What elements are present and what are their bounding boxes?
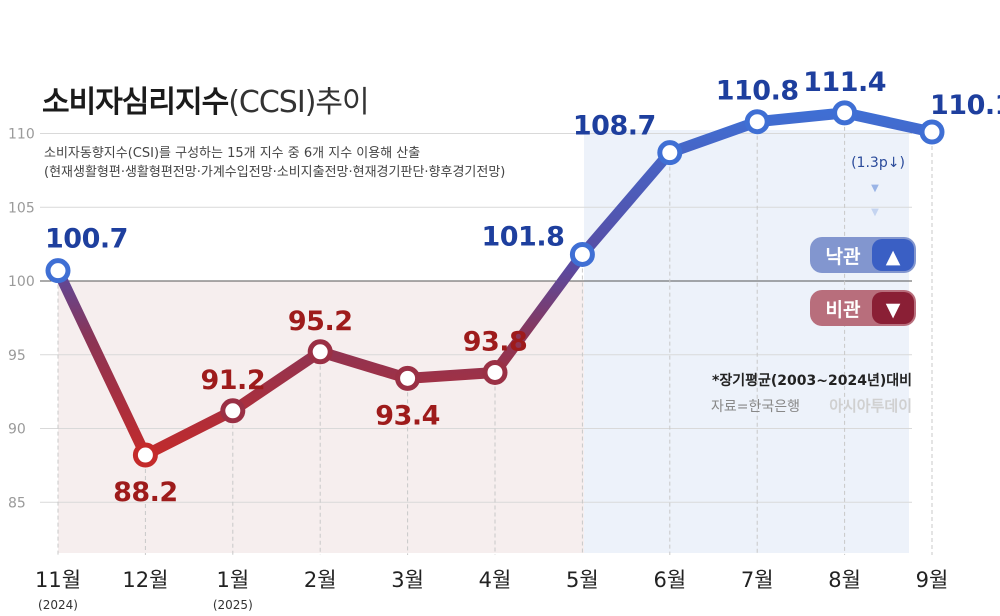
y-tick-label: 90 — [8, 422, 26, 438]
x-tick-label: 6월 — [653, 568, 686, 592]
source-note: 자료=한국은행 — [711, 399, 800, 415]
data-label: 88.2 — [113, 477, 178, 508]
x-axis-ticks: 11월 (2024) 12월 1월 (2025) 2월 3월 4월 5월 6월 7월 8월 9월 — [35, 568, 948, 612]
data-point — [307, 339, 333, 365]
data-label: 93.4 — [375, 400, 440, 431]
x-tick-label: 12월 — [122, 568, 168, 592]
x-tick-label: 5월 — [566, 568, 599, 592]
x-tick-label: 1월 — [216, 568, 249, 592]
x-tick-label: 7월 — [741, 568, 774, 592]
data-point — [132, 442, 158, 468]
publisher-logo: 아시아투데이 — [829, 397, 912, 415]
category-guides — [57, 112, 933, 555]
data-point — [569, 241, 595, 267]
data-label: 110.1 — [930, 90, 1000, 121]
positive-region-shade — [584, 130, 909, 553]
legend-pessimism: 비관 ▼ — [810, 290, 916, 326]
data-label: 91.2 — [200, 365, 265, 396]
data-label: 95.2 — [288, 306, 353, 337]
data-label: 108.7 — [573, 111, 656, 142]
down-arrow-icon: ▼ — [871, 183, 879, 194]
data-labels: 100.7 88.2 91.2 95.2 93.4 93.8 101.8 108.7 110.8… — [45, 67, 1000, 508]
down-arrow-icon: ▼ — [871, 207, 879, 218]
chart-title: 소비자심리지수(CCSI)추이 — [42, 85, 369, 120]
x-tick-year: (2024) — [38, 598, 78, 612]
data-point — [482, 359, 508, 385]
y-tick-label: 85 — [8, 495, 26, 511]
optimism-label: 낙관 — [826, 246, 861, 268]
pessimism-icon-box — [872, 292, 914, 324]
down-triangle-icon: ▼ — [886, 299, 901, 321]
y-axis-ticks: 85 90 95 100 105 110 — [8, 127, 35, 512]
data-label: 101.8 — [481, 221, 564, 252]
data-label: 93.8 — [463, 326, 528, 357]
data-label: 111.4 — [803, 67, 886, 98]
chart-subtitle-line1: 소비자동향지수(CSI)를 구성하는 15개 지수 중 6개 지수 이용해 산출 — [44, 146, 420, 161]
y-tick-label: 105 — [8, 200, 35, 216]
x-tick-label: 11월 — [35, 568, 81, 592]
data-point — [832, 100, 858, 126]
x-tick-label: 8월 — [828, 568, 861, 592]
y-tick-label: 100 — [8, 274, 35, 290]
data-point — [919, 119, 945, 145]
x-tick-label: 9월 — [916, 568, 949, 592]
x-tick-label: 4월 — [479, 568, 512, 592]
chart-subtitle-line2: (현재생활형편·생활형편전망·가계수입전망·소비지출전망·현재경기판단·향후경기… — [44, 165, 505, 180]
long-term-average-note: *장기평균(2003~2024년)대비 — [712, 372, 912, 389]
up-triangle-icon: ▲ — [886, 246, 901, 268]
data-point — [220, 398, 246, 424]
data-point — [45, 258, 71, 284]
series-ccsi — [45, 100, 945, 468]
pessimism-label: 비관 — [826, 299, 861, 321]
x-tick-label: 2월 — [304, 568, 337, 592]
optimism-icon-box — [872, 239, 914, 271]
data-label: 100.7 — [45, 224, 128, 255]
x-tick-year: (2025) — [213, 598, 253, 612]
gridlines — [40, 133, 912, 503]
y-tick-label: 110 — [8, 127, 35, 143]
legend-optimism: 낙관 ▲ — [810, 237, 916, 273]
data-point — [395, 365, 421, 391]
x-tick-label: 3월 — [391, 568, 424, 592]
data-point — [744, 109, 770, 135]
change-annotation: (1.3p↓) — [851, 155, 905, 171]
data-label: 110.8 — [716, 76, 799, 107]
data-point — [657, 140, 683, 166]
y-tick-label: 95 — [8, 348, 26, 364]
